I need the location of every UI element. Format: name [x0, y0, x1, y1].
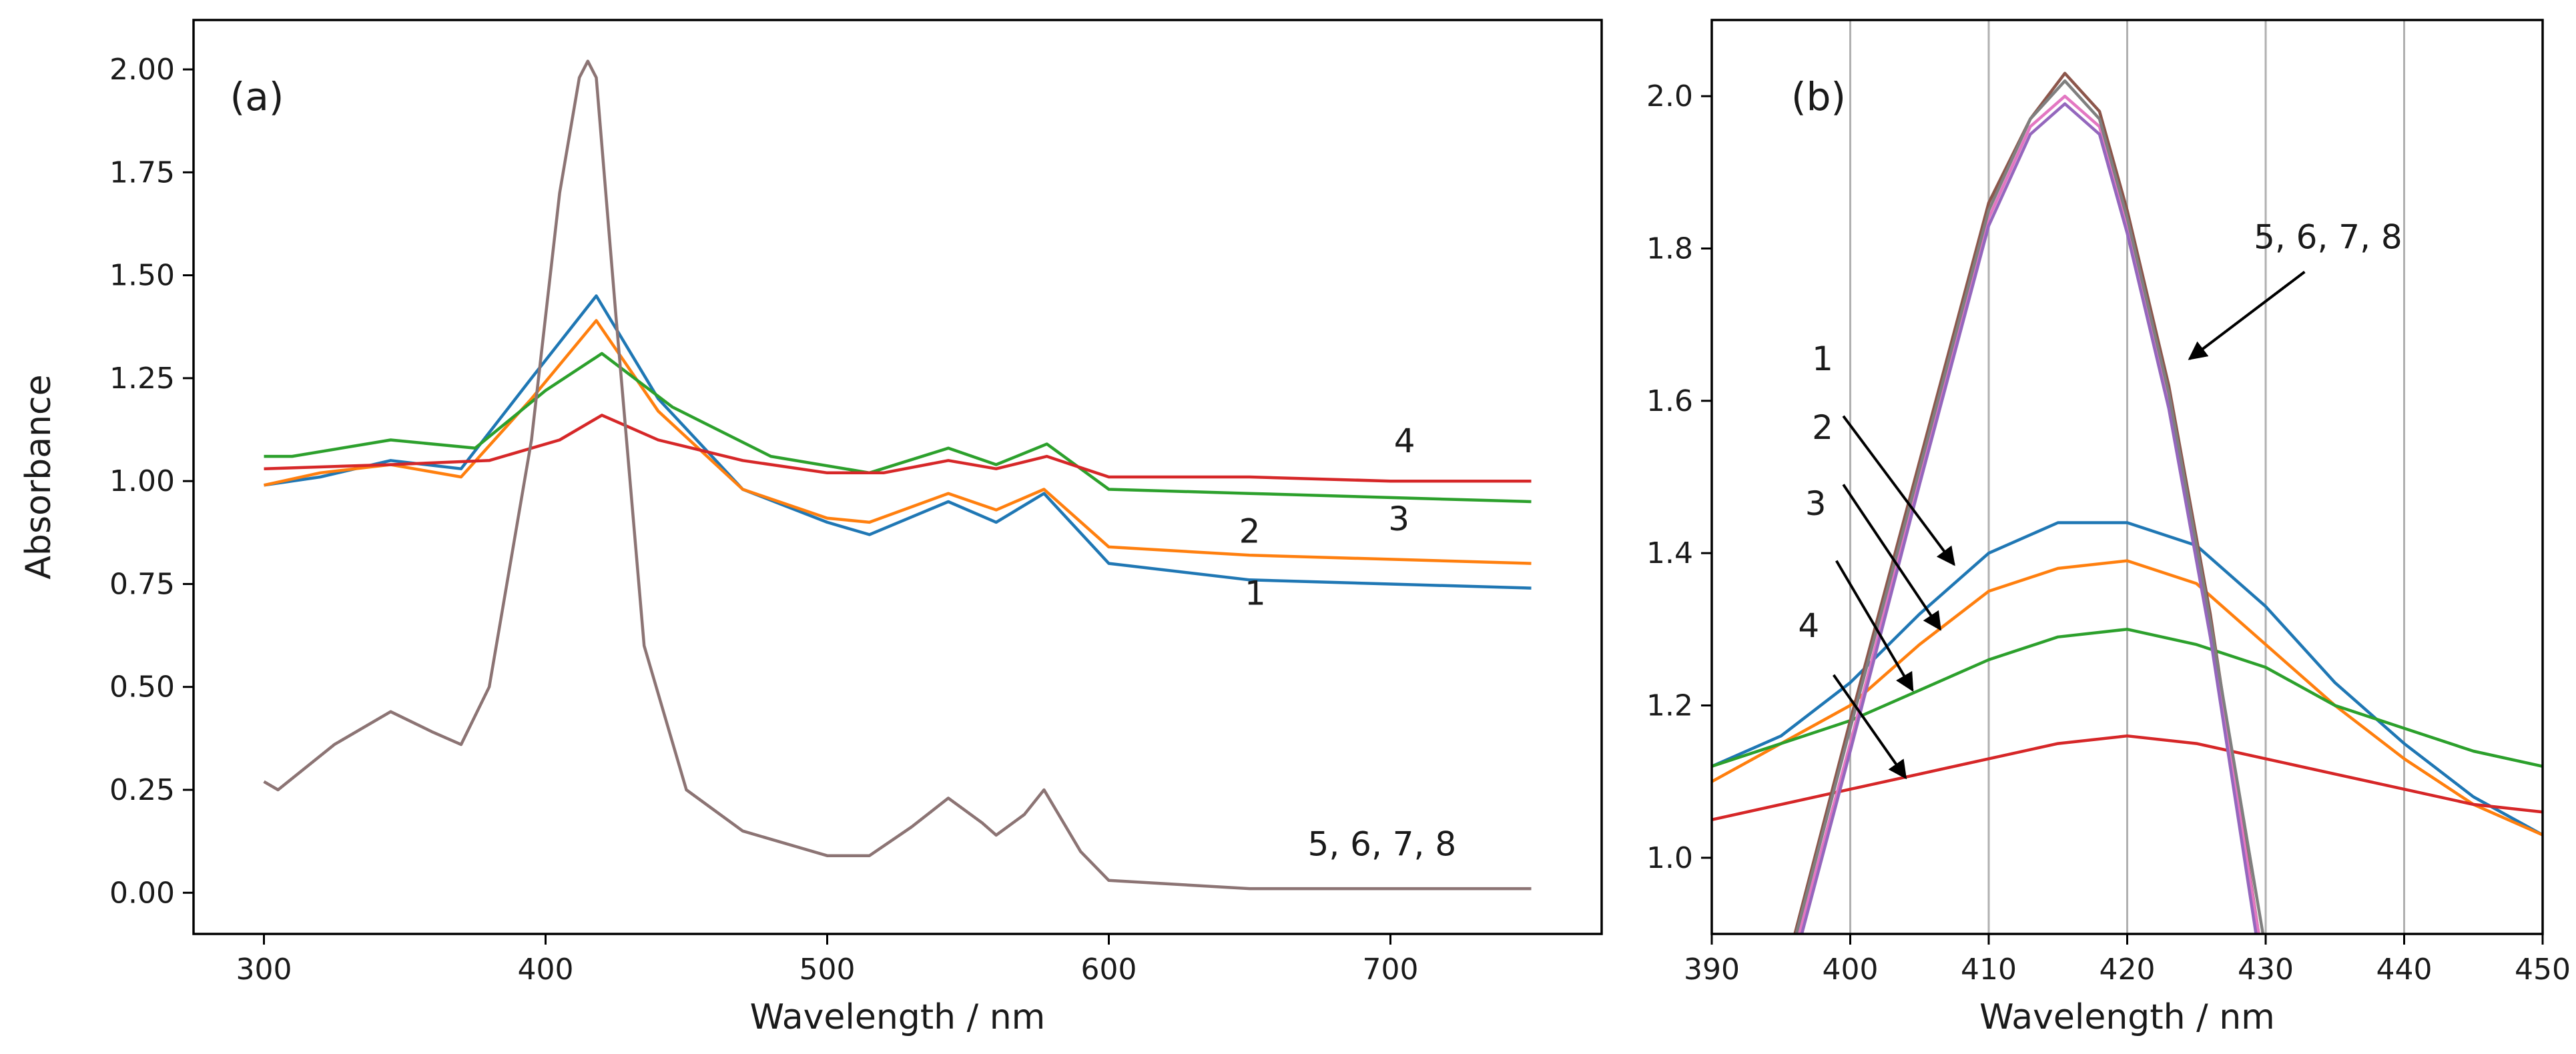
- annotation-label: 1: [1812, 340, 1833, 378]
- series-line-2: [1712, 559, 2543, 837]
- x-axis-title: Wavelength / nm: [750, 997, 1046, 1037]
- x-tick-label: 450: [2515, 953, 2571, 987]
- y-tick-label: 1.25: [109, 362, 175, 396]
- y-tick-label: 1.6: [1646, 384, 1693, 418]
- series-line-1: [264, 294, 1532, 590]
- x-tick-label: 700: [1363, 953, 1419, 987]
- annotation-label: 2: [1812, 408, 1833, 447]
- series-line-4: [1712, 734, 2543, 821]
- annotation-arrow: [2188, 270, 2306, 360]
- y-tick-label: 1.0: [1646, 841, 1693, 875]
- y-tick-label: 1.75: [109, 155, 175, 189]
- x-tick-label: 440: [2376, 953, 2433, 987]
- annotation-label: 2: [1239, 512, 1261, 551]
- y-tick-label: 2.0: [1646, 79, 1693, 113]
- x-tick-label: 300: [236, 953, 292, 987]
- series-line-8: [1800, 102, 2258, 934]
- series-line-1: [1712, 521, 2543, 837]
- annotation-label: 3: [1805, 484, 1827, 523]
- annotation-label: 1: [1245, 574, 1266, 612]
- y-tick-label: 0.50: [109, 670, 175, 704]
- x-tick-label: 390: [1684, 953, 1740, 987]
- x-tick-label: 400: [1823, 953, 1879, 987]
- y-tick-label: 0.75: [109, 567, 175, 601]
- y-axis-title: Absorbance: [19, 374, 59, 579]
- series-group: [263, 59, 1532, 891]
- series-line-4: [264, 414, 1532, 483]
- y-tick-label: 0.00: [109, 876, 175, 910]
- annotation-label: 5, 6, 7, 8: [1308, 825, 1457, 864]
- annotation-arrow: [1842, 484, 1942, 631]
- series-group: [1712, 71, 2543, 934]
- y-tick-label: 2.00: [109, 53, 175, 87]
- panel-label: (a): [230, 74, 284, 119]
- y-tick-label: 1.4: [1646, 536, 1693, 570]
- annotation-arrow: [1832, 674, 1907, 780]
- series-line-7: [1795, 79, 2265, 934]
- x-tick-label: 500: [799, 953, 856, 987]
- panel-b: 390 400 410 420 430 440 450 1.0 1.2 1.4 1.6 1.8 2.0 W…: [1646, 19, 2571, 1037]
- annotation-label: 4: [1394, 422, 1415, 460]
- annotation-label: 3: [1388, 500, 1409, 538]
- annotation-label: 4: [1798, 606, 1819, 645]
- x-tick-label: 600: [1081, 953, 1137, 987]
- x-tick-label: 420: [2100, 953, 2156, 987]
- x-tick-label: 410: [1961, 953, 2017, 987]
- plot-frame: [192, 19, 1603, 935]
- y-tick-label: 1.8: [1646, 232, 1693, 266]
- x-axis-title: Wavelength / nm: [1979, 997, 2275, 1037]
- y-tick-label: 1.50: [109, 259, 175, 293]
- panel-a: 300 400 500 600 700 0.00 0.25 0.50 0.75 1.00 1.25 1…: [19, 19, 1603, 1037]
- y-tick-label: 1.00: [109, 464, 175, 498]
- x-tick-label: 430: [2238, 953, 2294, 987]
- y-tick-label: 1.2: [1646, 689, 1693, 723]
- annotation-arrow: [1835, 560, 1914, 692]
- panel-label: (b): [1791, 74, 1846, 119]
- series-line-5-6-7-8: [263, 59, 1532, 891]
- x-tick-label: 400: [518, 953, 574, 987]
- annotation-arrow: [1842, 415, 1955, 566]
- series-line-2: [264, 319, 1532, 565]
- y-tick-label: 0.25: [109, 773, 175, 807]
- annotation-label: 5, 6, 7, 8: [2254, 218, 2402, 257]
- series-line-3: [264, 352, 1532, 504]
